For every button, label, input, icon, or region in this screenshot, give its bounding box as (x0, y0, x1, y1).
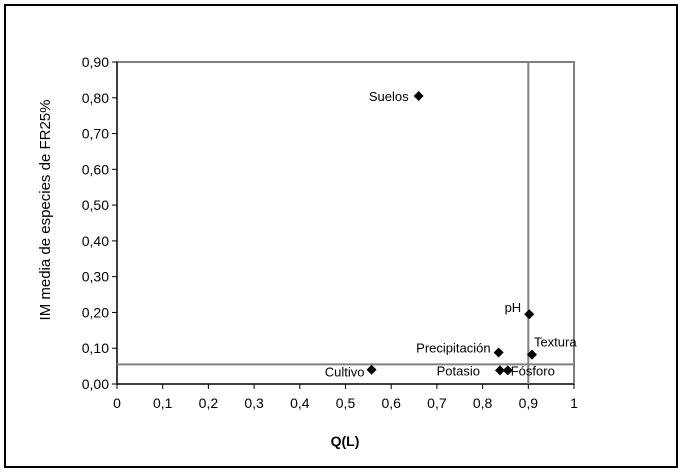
x-tick-label: 0 (113, 395, 121, 411)
data-point-fósforo (502, 365, 513, 376)
data-point-textura (526, 349, 537, 360)
axes (112, 61, 575, 389)
data-point-suelos (413, 90, 424, 101)
point-label: Precipitación (416, 341, 490, 356)
x-tick-label: 0,9 (519, 395, 539, 411)
point-label: Cultivo (325, 365, 365, 380)
y-tick-label: 0,30 (82, 269, 109, 285)
x-tick-label: 0,2 (199, 395, 219, 411)
data-points (366, 90, 537, 376)
x-tick-label: 1 (570, 395, 578, 411)
reference-lines (117, 62, 574, 384)
point-label: pH (505, 300, 522, 315)
x-tick-label: 0,7 (427, 395, 447, 411)
y-tick-label: 0,60 (82, 161, 109, 177)
point-labels: Suelos pH Textura Precipitación Cultivo Potas… (325, 89, 578, 380)
y-tick-label: 0,50 (82, 197, 109, 213)
x-tick-label: 0,5 (336, 395, 356, 411)
data-point-precipitación (493, 347, 504, 358)
x-tick-label: 0,3 (244, 395, 264, 411)
x-tick-label: 0,8 (473, 395, 493, 411)
y-tick-label: 0,90 (82, 54, 109, 70)
y-tick-label: 0,20 (82, 304, 109, 320)
x-tick-label: 0,4 (290, 395, 310, 411)
data-point-potasio (494, 365, 505, 376)
plot-area-border (116, 61, 575, 385)
x-axis-label: Q(L) (331, 433, 360, 449)
y-tick-label: 0,10 (82, 340, 109, 356)
data-point-ph (524, 309, 535, 320)
x-tick-label: 0,1 (153, 395, 173, 411)
y-axis-label: IM media de especies de FR25% (37, 100, 54, 321)
y-tick-label: 0,00 (82, 376, 109, 392)
x-tick-label: 0,6 (381, 395, 401, 411)
point-label: Textura (534, 335, 577, 350)
point-label: Potasio (437, 363, 480, 378)
y-tick-label: 0,80 (82, 90, 109, 106)
point-label: Suelos (369, 89, 409, 104)
data-point-cultivo (366, 364, 377, 375)
y-tick-label: 0,40 (82, 233, 109, 249)
y-tick-label: 0,70 (82, 126, 109, 142)
point-label: Fósforo (511, 363, 555, 378)
tick-labels: 0,000,100,200,300,400,500,600,700,800,90… (82, 54, 578, 411)
